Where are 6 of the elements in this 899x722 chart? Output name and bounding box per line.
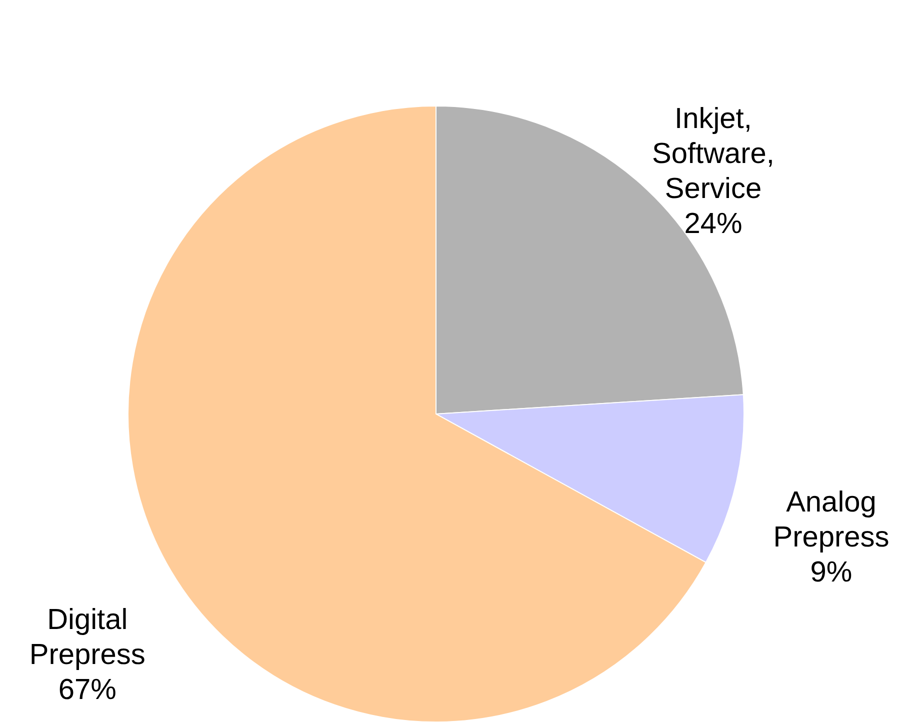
slice-label: Digital Prepress — [29, 604, 146, 672]
data-label: 9% — [810, 556, 852, 588]
data-label: 24% — [684, 208, 742, 240]
data-label: 67% — [58, 674, 116, 706]
slice-label: Analog Prepress — [773, 486, 890, 554]
slice-label: Inkjet, Software, Service — [652, 102, 774, 205]
